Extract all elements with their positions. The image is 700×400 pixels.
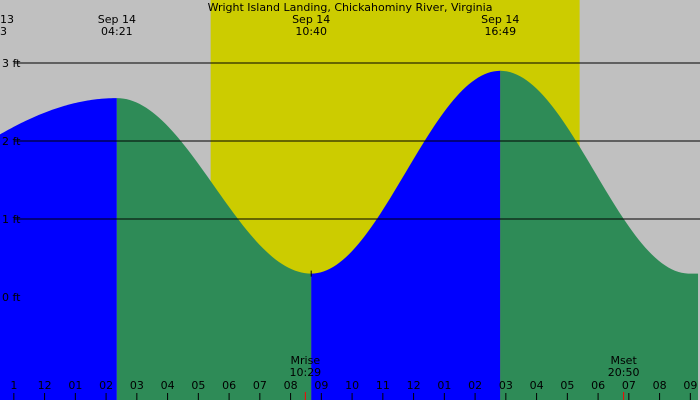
hour-tick-label: 03 xyxy=(130,379,144,392)
hour-tick-label: 01 xyxy=(437,379,451,392)
hour-tick-label: 1 xyxy=(10,379,17,392)
falling-segment-2 xyxy=(500,70,699,400)
hour-tick-label: 10 xyxy=(345,379,359,392)
hour-tick-label: 04 xyxy=(530,379,544,392)
hour-tick-label: 03 xyxy=(499,379,513,392)
hour-tick-label: 06 xyxy=(222,379,236,392)
chart-title: Wright Island Landing, Chickahominy Rive… xyxy=(208,1,493,14)
rising-segment-1 xyxy=(0,98,117,400)
hour-tick-label: 09 xyxy=(683,379,697,392)
extreme-date-label: Sep 14 xyxy=(98,13,136,26)
y-tick-label: 0 ft xyxy=(2,291,21,304)
extreme-date-label: Sep 14 xyxy=(481,13,519,26)
hour-tick-label: 04 xyxy=(161,379,175,392)
moon-event-time: 20:50 xyxy=(608,366,640,379)
hour-tick-label: 12 xyxy=(38,379,52,392)
hour-tick-label: 05 xyxy=(560,379,574,392)
falling-segment-1 xyxy=(116,98,312,400)
hour-tick-label: 02 xyxy=(468,379,482,392)
y-tick-label: 2 ft xyxy=(2,135,21,148)
hour-tick-label: 07 xyxy=(622,379,636,392)
moon-event-label: Mset xyxy=(610,354,637,367)
hour-tick-label: 07 xyxy=(253,379,267,392)
hour-tick-label: 08 xyxy=(284,379,298,392)
corner-label: 13 xyxy=(0,13,14,26)
hour-tick-label: 01 xyxy=(68,379,82,392)
hour-tick-label: 06 xyxy=(591,379,605,392)
hour-tick-label: 08 xyxy=(653,379,667,392)
rising-segment-2 xyxy=(311,70,501,400)
hour-tick-label: 05 xyxy=(191,379,205,392)
extreme-time-label: 16:49 xyxy=(484,25,516,38)
hour-tick-label: 12 xyxy=(407,379,421,392)
y-tick-label: 1 ft xyxy=(2,213,21,226)
hour-tick-label: 09 xyxy=(314,379,328,392)
extreme-time-label: 10:40 xyxy=(295,25,327,38)
corner-label: 3 xyxy=(0,25,7,38)
extreme-time-label: 04:21 xyxy=(101,25,133,38)
hour-tick-label: 02 xyxy=(99,379,113,392)
hour-tick-label: 11 xyxy=(376,379,390,392)
moon-event-label: Mrise xyxy=(291,354,321,367)
y-tick-label: 3 ft xyxy=(2,57,21,70)
extreme-date-label: Sep 14 xyxy=(292,13,330,26)
moon-event-time: 10:29 xyxy=(289,366,321,379)
